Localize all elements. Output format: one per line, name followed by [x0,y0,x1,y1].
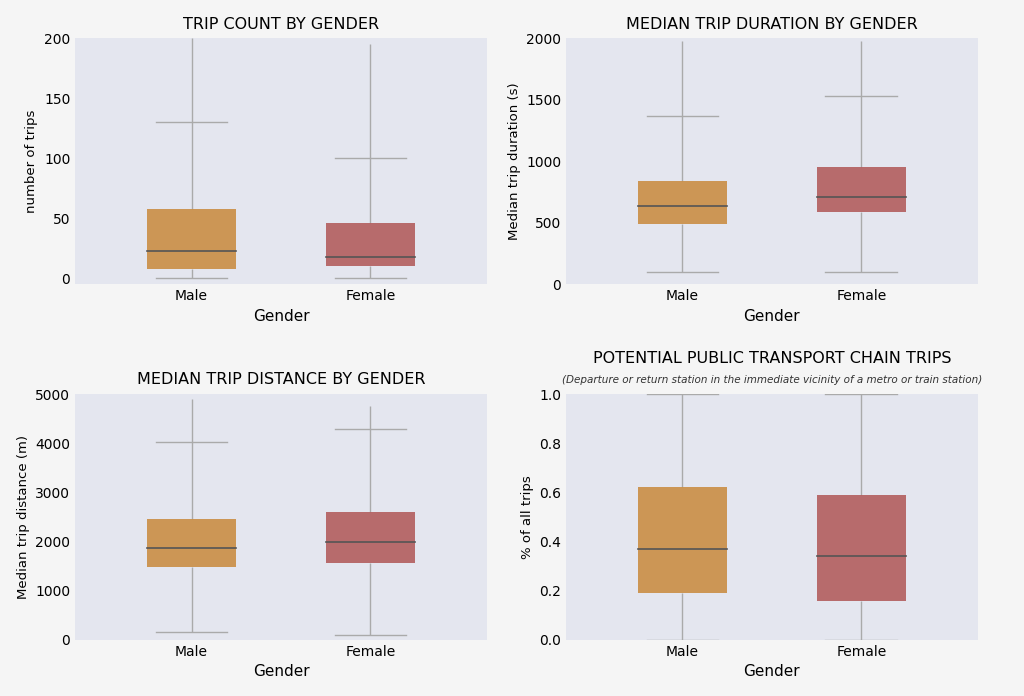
Title: MEDIAN TRIP DISTANCE BY GENDER: MEDIAN TRIP DISTANCE BY GENDER [137,372,425,387]
Y-axis label: Median trip distance (m): Median trip distance (m) [16,435,30,599]
Bar [638,181,727,224]
Title: MEDIAN TRIP DURATION BY GENDER: MEDIAN TRIP DURATION BY GENDER [626,17,918,31]
Text: (Departure or return station in the immediate vicinity of a metro or train stati: (Departure or return station in the imme… [562,375,982,386]
Bar [146,519,237,567]
X-axis label: Gender: Gender [253,309,309,324]
Y-axis label: % of all trips: % of all trips [520,475,534,559]
X-axis label: Gender: Gender [253,665,309,679]
Bar [326,223,415,267]
Y-axis label: number of trips: number of trips [26,110,39,213]
Bar [146,209,237,269]
Bar [638,487,727,593]
X-axis label: Gender: Gender [743,309,800,324]
Bar [816,495,906,601]
Bar [326,512,415,563]
X-axis label: Gender: Gender [743,665,800,679]
Y-axis label: Median trip duration (s): Median trip duration (s) [508,83,520,240]
Title: POTENTIAL PUBLIC TRANSPORT CHAIN TRIPS: POTENTIAL PUBLIC TRANSPORT CHAIN TRIPS [593,351,951,367]
Title: TRIP COUNT BY GENDER: TRIP COUNT BY GENDER [183,17,379,31]
Bar [816,168,906,212]
